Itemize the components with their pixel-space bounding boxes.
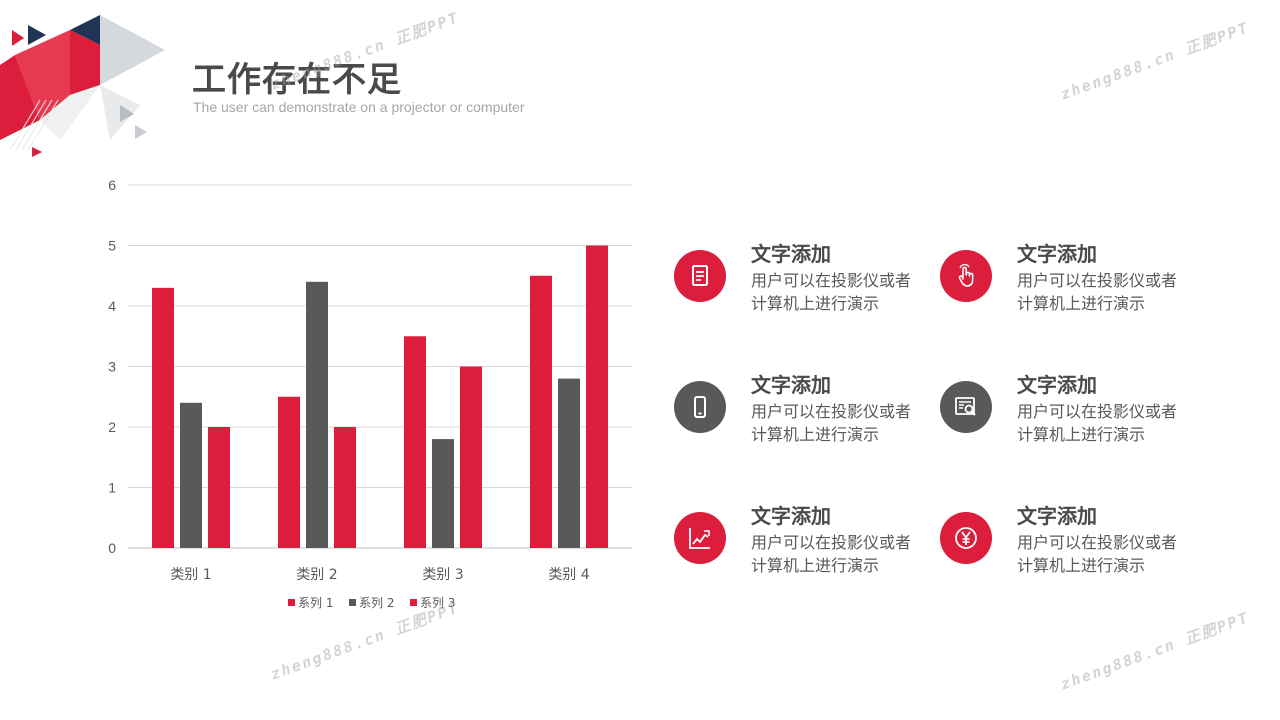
legend-label: 系列 1 [298,596,333,610]
y-tick-label: 2 [108,419,116,435]
card-description: 用户可以在投影仪或者计算机上进行演示 [751,402,912,444]
legend-swatch [288,599,295,606]
watermark: zheng888.cn 正肥PPT [1058,608,1252,694]
feature-card: 文字添加 用户可以在投影仪或者计算机上进行演示 [674,498,934,578]
y-tick-label: 5 [108,238,116,254]
card-icon-circle [940,512,992,564]
geometric-corner-decoration [0,15,165,157]
bar-2-3 [432,439,454,548]
bar-2-2 [306,281,328,548]
feature-card: 文字添加 用户可以在投影仪或者计算机上进行演示 [940,498,1200,578]
card-description: 用户可以在投影仪或者计算机上进行演示 [751,271,912,313]
bar-1-3 [404,336,426,548]
hand-pointer-icon [958,263,974,287]
bar-3-3 [460,366,482,548]
bar-chart-svg: 0 1 2 3 4 5 6 类别 1 类别 2 类别 3 类别 4 系列 1 系列 2 系列 3 [108,177,632,610]
page-subtitle: The user can demonstrate on a projector … [193,99,525,115]
line-chart-icon [689,528,710,549]
bar-3-4 [586,245,608,548]
feature-card: 文字添加 用户可以在投影仪或者计算机上进行演示 [940,236,1200,316]
card-icon-circle [674,381,726,433]
card-description: 用户可以在投影仪或者计算机上进行演示 [751,533,912,575]
card-description: 用户可以在投影仪或者计算机上进行演示 [1017,271,1178,313]
card-icon-circle [674,512,726,564]
bar-1-2 [278,396,300,548]
mobile-phone-icon [694,396,706,418]
feature-card: 文字添加 用户可以在投影仪或者计算机上进行演示 [940,367,1200,447]
y-tick-label: 6 [108,177,116,193]
card-icon-circle [674,250,726,302]
x-tick-label: 类别 2 [296,567,337,583]
card-heading: 文字添加 [1017,242,1097,266]
y-tick-label: 1 [108,480,116,496]
card-heading: 文字添加 [1017,504,1097,528]
x-tick-label: 类别 1 [170,567,211,583]
legend-swatch [349,599,356,606]
feature-cards: 文字添加 用户可以在投影仪或者计算机上进行演示 文字添加 用户可以在投影仪或者计… [674,236,1234,596]
card-description: 用户可以在投影仪或者计算机上进行演示 [1017,533,1178,575]
legend-swatch [410,599,417,606]
bar-2-1 [180,402,202,548]
feature-card: 文字添加 用户可以在投影仪或者计算机上进行演示 [674,236,934,316]
bar-1-1 [152,287,174,548]
card-icon-circle [940,250,992,302]
card-heading: 文字添加 [751,242,831,266]
bar-3-2 [334,427,356,548]
bar-chart: 0 1 2 3 4 5 6 类别 1 类别 2 类别 3 类别 4 系列 1 系列 2 系列 3 [90,170,650,630]
bar-2-4 [558,378,580,548]
search-document-icon [955,397,976,416]
document-icon [692,265,708,286]
y-tick-label: 0 [108,540,116,556]
card-description: 用户可以在投影仪或者计算机上进行演示 [1017,402,1178,444]
feature-card: 文字添加 用户可以在投影仪或者计算机上进行演示 [674,367,934,447]
legend-label: 系列 3 [420,596,455,610]
yen-icon [955,527,977,549]
card-icon-circle [940,381,992,433]
legend-label: 系列 2 [359,596,394,610]
card-heading: 文字添加 [1017,373,1097,397]
x-tick-label: 类别 3 [422,567,463,583]
page-title: 工作存在不足 [192,60,402,100]
x-tick-label: 类别 4 [548,567,589,583]
watermark: zheng888.cn 正肥PPT [1058,18,1252,104]
bar-1-4 [530,275,552,548]
y-tick-label: 3 [108,359,116,375]
card-heading: 文字添加 [751,373,831,397]
bar-3-1 [208,427,230,548]
y-tick-label: 4 [108,298,116,314]
card-heading: 文字添加 [751,504,831,528]
